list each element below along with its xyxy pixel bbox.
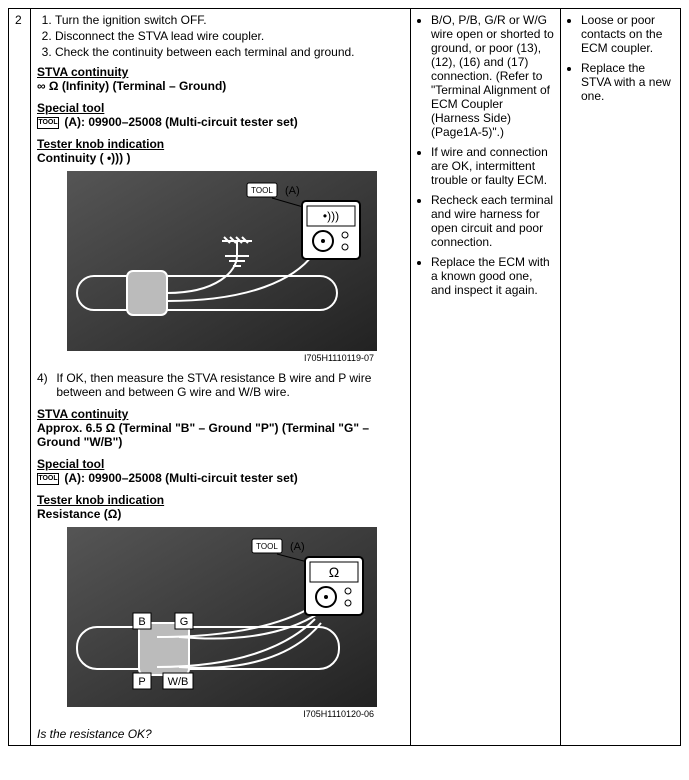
step-number: 2 <box>15 13 22 27</box>
tool-2-label: (A): 09900–25008 (Multi-circuit tester s… <box>64 471 297 485</box>
fig1-tool-a: (A) <box>285 185 300 197</box>
figure-2-svg: B G P W/B TOOL (A) Ω <box>67 527 377 707</box>
knob-2-value: Resistance (Ω) <box>37 507 404 521</box>
action-item: Replace the STVA with a new one. <box>581 61 674 103</box>
step-number-cell: 2 <box>9 9 31 746</box>
svg-text:G: G <box>180 616 189 628</box>
figure-1-svg: TOOL (A) •))) <box>67 171 377 351</box>
diagnostic-table: 2 Turn the ignition switch OFF. Disconne… <box>8 8 681 746</box>
action-item: Loose or poor contacts on the ECM couple… <box>581 13 674 55</box>
step-4-label: 4) <box>37 371 53 385</box>
figure-2-caption: I705H1110120-06 <box>37 709 374 719</box>
step-1: Turn the ignition switch OFF. <box>55 13 404 27</box>
tool-1-line: TOOL (A): 09900–25008 (Multi-circuit tes… <box>37 115 404 129</box>
tool-1-label: (A): 09900–25008 (Multi-circuit tester s… <box>64 115 297 129</box>
cause-item: B/O, P/B, G/R or W/G wire open or shorte… <box>431 13 554 139</box>
continuity-1-title: STVA continuity <box>37 65 404 79</box>
knob-2-title: Tester knob indication <box>37 493 404 507</box>
cause-item: Replace the ECM with a known good one, a… <box>431 255 554 297</box>
svg-text:(A): (A) <box>290 541 305 553</box>
continuity-2-value: Approx. 6.5 Ω (Terminal "B" – Ground "P"… <box>37 421 404 449</box>
svg-text:TOOL: TOOL <box>256 542 278 551</box>
figure-1-caption: I705H1110119-07 <box>37 353 374 363</box>
continuity-1-value: ∞ Ω (Infinity) (Terminal – Ground) <box>37 79 404 93</box>
svg-text:B: B <box>138 616 145 628</box>
knob-1-title: Tester knob indication <box>37 137 404 151</box>
cause-item: If wire and connection are OK, intermitt… <box>431 145 554 187</box>
procedure-cell: Turn the ignition switch OFF. Disconnect… <box>31 9 411 746</box>
step-3: Check the continuity between each termin… <box>55 45 404 59</box>
svg-text:TOOL: TOOL <box>251 186 273 195</box>
question-text: Is the resistance OK? <box>37 727 404 741</box>
fig1-sound-icon: •))) <box>323 209 339 223</box>
causes-list: B/O, P/B, G/R or W/G wire open or shorte… <box>417 13 554 297</box>
tool-1-title: Special tool <box>37 101 404 115</box>
svg-text:P: P <box>138 676 145 688</box>
step-4-text: If OK, then measure the STVA resistance … <box>56 371 396 399</box>
tool-icon: TOOL <box>37 473 59 485</box>
step-2: Disconnect the STVA lead wire coupler. <box>55 29 404 43</box>
tool-2-line: TOOL (A): 09900–25008 (Multi-circuit tes… <box>37 471 404 485</box>
tool-icon: TOOL <box>37 117 59 129</box>
steps-list-1-3: Turn the ignition switch OFF. Disconnect… <box>37 13 404 59</box>
cause-item: Recheck each terminal and wire harness f… <box>431 193 554 249</box>
step-4: 4) If OK, then measure the STVA resistan… <box>37 371 404 399</box>
svg-text:W/B: W/B <box>168 676 189 688</box>
figure-1: TOOL (A) •))) <box>67 171 404 351</box>
tool-2-title: Special tool <box>37 457 404 471</box>
knob-1-value: Continuity ( •))) ) <box>37 151 404 165</box>
figure-2: B G P W/B TOOL (A) Ω <box>67 527 404 707</box>
actions-list: Loose or poor contacts on the ECM couple… <box>567 13 674 103</box>
continuity-2-title: STVA continuity <box>37 407 404 421</box>
causes-cell: B/O, P/B, G/R or W/G wire open or shorte… <box>411 9 561 746</box>
fig2-ohm-icon: Ω <box>329 564 339 580</box>
actions-cell: Loose or poor contacts on the ECM couple… <box>561 9 681 746</box>
